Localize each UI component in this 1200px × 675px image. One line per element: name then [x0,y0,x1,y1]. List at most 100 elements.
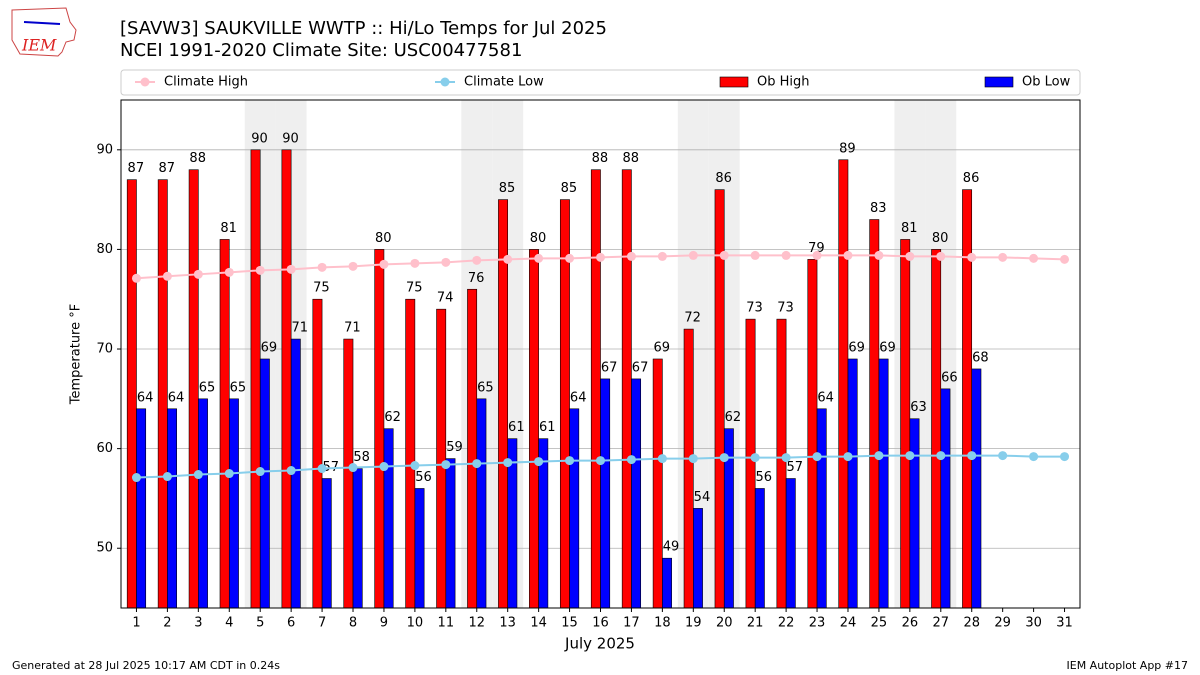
bar-value-label: 87 [128,161,145,176]
legend-label: Ob Low [1022,75,1071,90]
x-tick-label: 9 [380,616,388,631]
x-tick-label: 5 [256,616,264,631]
bar [631,378,642,609]
y-tick-label: 60 [96,441,113,456]
bar-value-label: 67 [632,360,649,375]
line-marker [905,251,915,261]
bar-value-label: 65 [199,380,216,395]
x-tick-label: 10 [407,616,424,631]
line-marker [410,461,420,471]
y-tick-label: 90 [96,142,113,157]
x-tick-label: 28 [963,616,980,631]
bar-value-label: 69 [848,340,865,355]
x-tick-label: 14 [530,616,547,631]
line-marker [224,469,234,479]
line-marker [967,451,977,461]
line-marker [905,451,915,461]
bar-value-label: 62 [725,410,742,425]
chart-title: [SAVW3] SAUKVILLE WWTP :: Hi/Lo Temps fo… [120,18,607,39]
bar [940,388,951,609]
bar-value-label: 56 [415,470,432,485]
bar-value-label: 66 [941,370,958,385]
bar [807,259,818,609]
bar [971,368,982,609]
line-marker [534,457,544,467]
x-tick-label: 24 [840,616,857,631]
legend-swatch [719,76,749,88]
bar [754,488,765,609]
line-marker [688,250,698,260]
bar-value-label: 69 [261,340,278,355]
bar-value-label: 86 [715,171,732,186]
line-marker [874,451,884,461]
line-marker [719,453,729,463]
x-tick-label: 6 [287,616,295,631]
line-marker [781,453,791,463]
bar-value-label: 49 [663,540,680,555]
bar [445,458,456,609]
footer-left: Generated at 28 Jul 2025 10:17 AM CDT in… [12,659,280,672]
bar-value-label: 65 [477,380,494,395]
bar-value-label: 58 [353,450,370,465]
line-marker [1029,452,1039,462]
bar [745,318,756,609]
line-marker [131,473,141,483]
bar [962,189,973,609]
bar-value-label: 88 [189,151,206,166]
plot-frame [120,99,1081,609]
y-axis-label: Temperature °F [69,304,84,405]
line-marker [843,250,853,260]
line-marker [998,451,1008,461]
line-marker [286,466,296,476]
bar [126,179,137,609]
bar-value-label: 64 [570,390,587,405]
bar-value-label: 63 [910,400,927,415]
bar-value-label: 81 [220,221,237,236]
bar [590,169,601,609]
x-tick-label: 12 [468,616,485,631]
legend-label: Climate Low [464,75,544,90]
line-marker [441,257,451,267]
bar [621,169,632,609]
bar [785,478,796,609]
bar [847,358,858,609]
line-marker [379,259,389,269]
line-marker [626,251,636,261]
bar [157,179,168,609]
bar-value-label: 62 [384,410,401,425]
y-tick-label: 70 [96,342,113,357]
x-tick-label: 31 [1056,616,1073,631]
line-marker [719,250,729,260]
bar-value-label: 80 [530,231,547,246]
bar-value-label: 68 [972,350,989,365]
line-marker [317,464,327,474]
bar-value-label: 61 [539,420,556,435]
line-marker [626,455,636,465]
line-marker [750,250,760,260]
line-marker [874,250,884,260]
x-tick-label: 18 [654,616,671,631]
bar-value-label: 87 [158,161,175,176]
bar-value-label: 76 [468,271,485,286]
legend-marker [140,77,150,87]
line-marker [162,472,172,482]
bar [869,219,880,609]
line-marker [812,452,822,462]
bar [931,249,942,609]
bar-value-label: 65 [230,380,247,395]
line-marker [503,254,513,264]
bar [259,358,270,609]
x-tick-label: 3 [194,616,202,631]
x-tick-label: 2 [163,616,171,631]
line-marker [162,271,172,281]
bar [405,298,416,609]
bar [198,398,208,609]
bar-value-label: 90 [282,131,299,146]
x-tick-label: 11 [438,616,455,631]
bar-value-label: 57 [786,460,803,475]
bar-value-label: 88 [623,151,640,166]
line-marker [503,458,513,468]
line-marker [565,253,575,263]
logo-icon [23,21,61,25]
bar [219,239,230,609]
